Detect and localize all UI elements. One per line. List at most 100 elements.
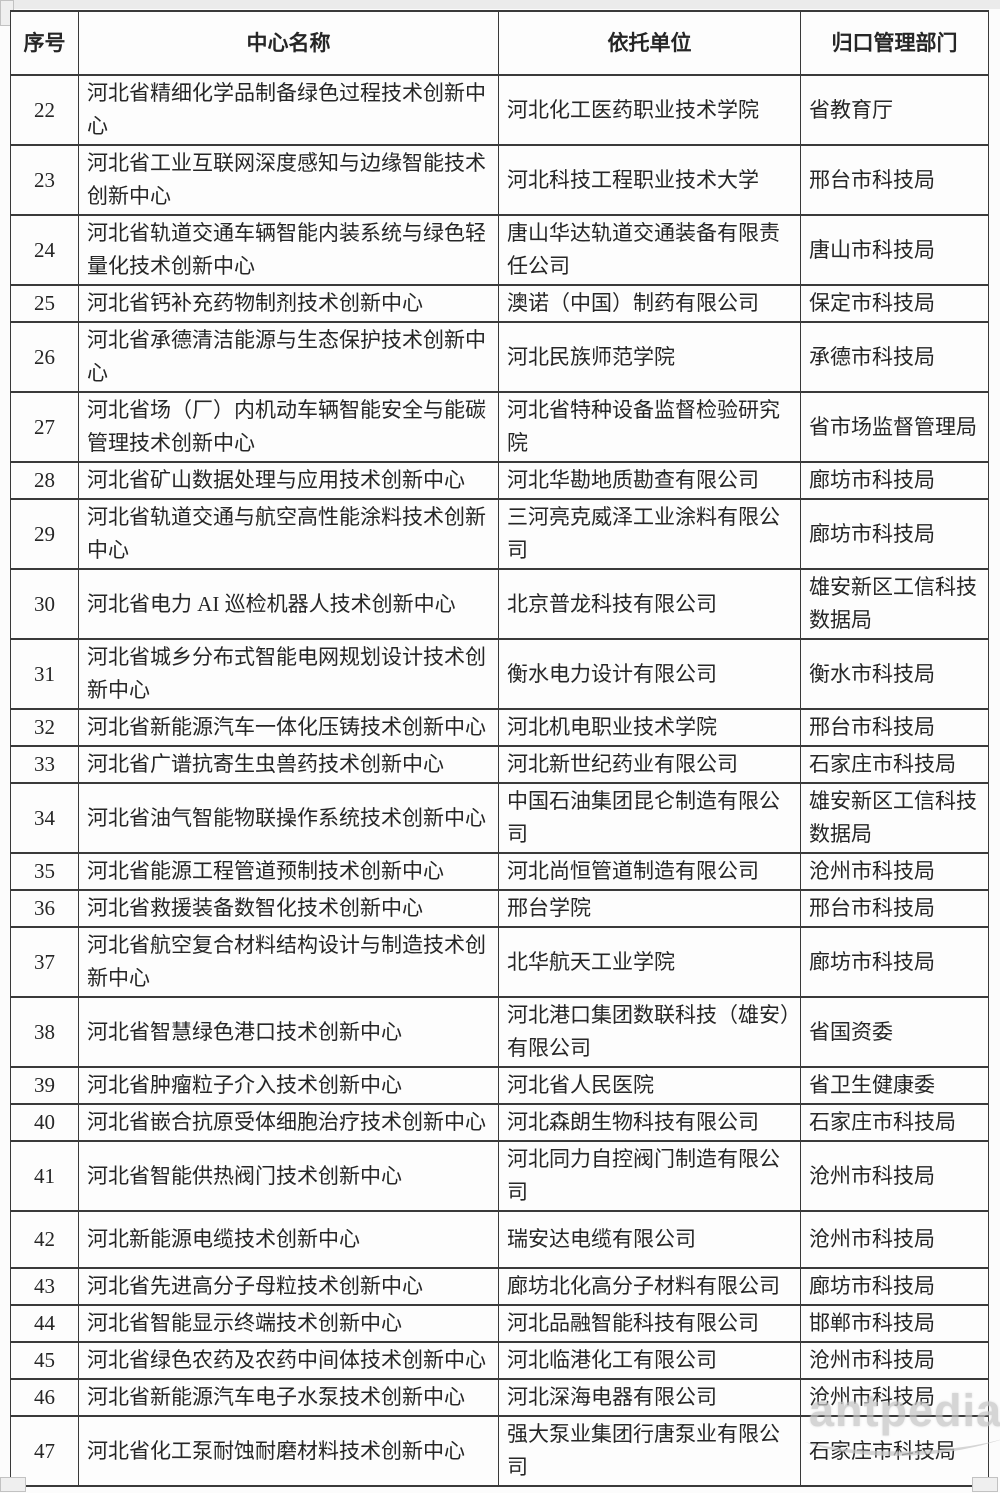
table-row: 25 河北省钙补充药物制剂技术创新中心 澳诺（中国）制药有限公司 保定市科技局	[10, 284, 989, 323]
column-header-index: 序号	[10, 10, 79, 76]
supporting-unit-cell: 中国石油集团昆仑制造有限公司	[498, 782, 801, 854]
managing-department-cell: 沧州市科技局	[800, 1341, 989, 1380]
row-index-cell: 36	[10, 889, 79, 928]
managing-department-cell: 石家庄市科技局	[800, 745, 989, 784]
row-index-cell: 35	[10, 852, 79, 891]
row-index-cell: 38	[10, 996, 79, 1068]
center-name-cell: 河北省绿色农药及农药中间体技术创新中心	[78, 1341, 499, 1380]
managing-department-cell: 邢台市科技局	[800, 144, 989, 216]
row-index-cell: 42	[10, 1210, 79, 1269]
managing-department-cell: 廊坊市科技局	[800, 461, 989, 500]
managing-department-cell: 省国资委	[800, 996, 989, 1068]
center-name-cell: 河北新能源电缆技术创新中心	[78, 1210, 499, 1269]
scan-corner-artifact	[972, 1477, 998, 1492]
center-name-cell: 河北省化工泵耐蚀耐磨材料技术创新中心	[78, 1415, 499, 1487]
center-name-cell: 河北省救援装备数智化技术创新中心	[78, 889, 499, 928]
supporting-unit-cell: 唐山华达轨道交通装备有限责任公司	[498, 214, 801, 286]
row-index-cell: 27	[10, 391, 79, 463]
row-index-cell: 23	[10, 144, 79, 216]
managing-department-cell: 省市场监督管理局	[800, 391, 989, 463]
supporting-unit-cell: 河北品融智能科技有限公司	[498, 1304, 801, 1343]
supporting-unit-cell: 河北科技工程职业技术大学	[498, 144, 801, 216]
supporting-unit-cell: 河北深海电器有限公司	[498, 1378, 801, 1417]
column-header-supporting-unit: 依托单位	[498, 10, 801, 76]
managing-department-cell: 沧州市科技局	[800, 1140, 989, 1212]
supporting-unit-cell: 河北尚恒管道制造有限公司	[498, 852, 801, 891]
supporting-unit-cell: 河北华勘地质勘查有限公司	[498, 461, 801, 500]
row-index-cell: 30	[10, 568, 79, 640]
managing-department-cell: 衡水市科技局	[800, 638, 989, 710]
table-row: 26 河北省承德清洁能源与生态保护技术创新中心 河北民族师范学院 承德市科技局	[10, 321, 989, 393]
row-index-cell: 28	[10, 461, 79, 500]
managing-department-cell: 省卫生健康委	[800, 1066, 989, 1105]
supporting-unit-cell: 澳诺（中国）制药有限公司	[498, 284, 801, 323]
managing-department-cell: 保定市科技局	[800, 284, 989, 323]
center-name-cell: 河北省广谱抗寄生虫兽药技术创新中心	[78, 745, 499, 784]
row-index-cell: 47	[10, 1415, 79, 1487]
supporting-unit-cell: 河北省人民医院	[498, 1066, 801, 1105]
supporting-unit-cell: 河北省特种设备监督检验研究院	[498, 391, 801, 463]
managing-department-cell: 廊坊市科技局	[800, 498, 989, 570]
row-index-cell: 39	[10, 1066, 79, 1105]
managing-department-cell: 雄安新区工信科技数据局	[800, 568, 989, 640]
supporting-unit-cell: 瑞安达电缆有限公司	[498, 1210, 801, 1269]
row-index-cell: 33	[10, 745, 79, 784]
table-row: 22 河北省精细化学品制备绿色过程技术创新中心 河北化工医药职业技术学院 省教育…	[10, 74, 989, 146]
row-index-cell: 32	[10, 708, 79, 747]
table-row: 36 河北省救援装备数智化技术创新中心 邢台学院 邢台市科技局	[10, 889, 989, 928]
supporting-unit-cell: 河北新世纪药业有限公司	[498, 745, 801, 784]
table-row: 24 河北省轨道交通车辆智能内装系统与绿色轻量化技术创新中心 唐山华达轨道交通装…	[10, 214, 989, 286]
center-name-cell: 河北省智能供热阀门技术创新中心	[78, 1140, 499, 1212]
supporting-unit-cell: 邢台学院	[498, 889, 801, 928]
managing-department-cell: 廊坊市科技局	[800, 926, 989, 998]
center-name-cell: 河北省轨道交通与航空高性能涂料技术创新中心	[78, 498, 499, 570]
row-index-cell: 46	[10, 1378, 79, 1417]
center-name-cell: 河北省轨道交通车辆智能内装系统与绿色轻量化技术创新中心	[78, 214, 499, 286]
supporting-unit-cell: 河北森朗生物科技有限公司	[498, 1103, 801, 1142]
scan-corner-artifact	[0, 1477, 26, 1492]
managing-department-cell: 邢台市科技局	[800, 708, 989, 747]
table-row: 32 河北省新能源汽车一体化压铸技术创新中心 河北机电职业技术学院 邢台市科技局	[10, 708, 989, 747]
supporting-unit-cell: 强大泵业集团行唐泵业有限公司	[498, 1415, 801, 1487]
center-name-cell: 河北省智慧绿色港口技术创新中心	[78, 996, 499, 1068]
supporting-unit-cell: 河北港口集团数联科技（雄安）有限公司	[498, 996, 801, 1068]
managing-department-cell: 唐山市科技局	[800, 214, 989, 286]
table-row: 44 河北省智能显示终端技术创新中心 河北品融智能科技有限公司 邯郸市科技局	[10, 1304, 989, 1343]
table-row: 23 河北省工业互联网深度感知与边缘智能技术创新中心 河北科技工程职业技术大学 …	[10, 144, 989, 216]
managing-department-cell: 廊坊市科技局	[800, 1267, 989, 1306]
supporting-unit-cell: 北华航天工业学院	[498, 926, 801, 998]
center-name-cell: 河北省承德清洁能源与生态保护技术创新中心	[78, 321, 499, 393]
table-row: 28 河北省矿山数据处理与应用技术创新中心 河北华勘地质勘查有限公司 廊坊市科技…	[10, 461, 989, 500]
table-row: 33 河北省广谱抗寄生虫兽药技术创新中心 河北新世纪药业有限公司 石家庄市科技局	[10, 745, 989, 784]
row-index-cell: 29	[10, 498, 79, 570]
table-row: 42 河北新能源电缆技术创新中心 瑞安达电缆有限公司 沧州市科技局	[10, 1210, 989, 1269]
row-index-cell: 37	[10, 926, 79, 998]
center-name-cell: 河北省肿瘤粒子介入技术创新中心	[78, 1066, 499, 1105]
innovation-centers-table: 序号 中心名称 依托单位 归口管理部门 22 河北省精细化学品制备绿色过程技术创…	[10, 10, 989, 1487]
managing-department-cell: 沧州市科技局	[800, 852, 989, 891]
center-name-cell: 河北省能源工程管道预制技术创新中心	[78, 852, 499, 891]
supporting-unit-cell: 三河亮克威泽工业涂料有限公司	[498, 498, 801, 570]
supporting-unit-cell: 河北化工医药职业技术学院	[498, 74, 801, 146]
scan-top-strip	[0, 0, 1000, 9]
row-index-cell: 34	[10, 782, 79, 854]
center-name-cell: 河北省场（厂）内机动车辆智能安全与能碳管理技术创新中心	[78, 391, 499, 463]
center-name-cell: 河北省电力 AI 巡检机器人技术创新中心	[78, 568, 499, 640]
column-header-center-name: 中心名称	[78, 10, 499, 76]
center-name-cell: 河北省嵌合抗原受体细胞治疗技术创新中心	[78, 1103, 499, 1142]
table-row: 37 河北省航空复合材料结构设计与制造技术创新中心 北华航天工业学院 廊坊市科技…	[10, 926, 989, 998]
row-index-cell: 45	[10, 1341, 79, 1380]
row-index-cell: 25	[10, 284, 79, 323]
center-name-cell: 河北省智能显示终端技术创新中心	[78, 1304, 499, 1343]
table-row: 38 河北省智慧绿色港口技术创新中心 河北港口集团数联科技（雄安）有限公司 省国…	[10, 996, 989, 1068]
supporting-unit-cell: 河北机电职业技术学院	[498, 708, 801, 747]
center-name-cell: 河北省油气智能物联操作系统技术创新中心	[78, 782, 499, 854]
center-name-cell: 河北省城乡分布式智能电网规划设计技术创新中心	[78, 638, 499, 710]
row-index-cell: 22	[10, 74, 79, 146]
table-row: 47 河北省化工泵耐蚀耐磨材料技术创新中心 强大泵业集团行唐泵业有限公司 石家庄…	[10, 1415, 989, 1487]
table-row: 46 河北省新能源汽车电子水泵技术创新中心 河北深海电器有限公司 沧州市科技局	[10, 1378, 989, 1417]
center-name-cell: 河北省先进高分子母粒技术创新中心	[78, 1267, 499, 1306]
table-row: 31 河北省城乡分布式智能电网规划设计技术创新中心 衡水电力设计有限公司 衡水市…	[10, 638, 989, 710]
table-row: 29 河北省轨道交通与航空高性能涂料技术创新中心 三河亮克威泽工业涂料有限公司 …	[10, 498, 989, 570]
